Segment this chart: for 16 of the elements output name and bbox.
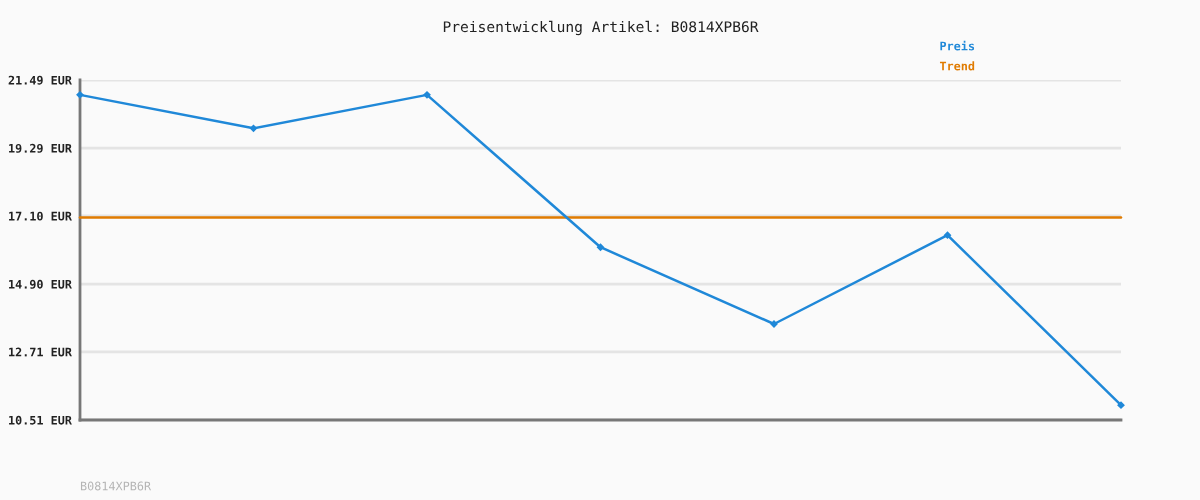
point bbox=[76, 91, 84, 99]
point bbox=[1117, 401, 1125, 409]
point bbox=[596, 243, 605, 251]
point bbox=[423, 91, 431, 99]
point bbox=[249, 124, 258, 132]
y-tick-label: 10.51 EUR bbox=[9, 415, 72, 425]
text: B0814XPB6R bbox=[80, 481, 152, 491]
text: Trend bbox=[939, 61, 975, 71]
text: Preis bbox=[940, 40, 975, 51]
y-tick-label: 14.90 EUR bbox=[9, 279, 72, 289]
y-tick-label: 21.49 EUR bbox=[8, 75, 72, 85]
chart-title: Preisentwicklung Artikel: B0814XPB6R bbox=[443, 20, 759, 36]
y-tick-label: 19.29 EUR bbox=[9, 143, 72, 153]
point bbox=[943, 231, 952, 239]
y-tick-label: 12.71 EUR bbox=[9, 347, 72, 357]
y-tick-label: 17.10 EUR bbox=[9, 211, 72, 221]
